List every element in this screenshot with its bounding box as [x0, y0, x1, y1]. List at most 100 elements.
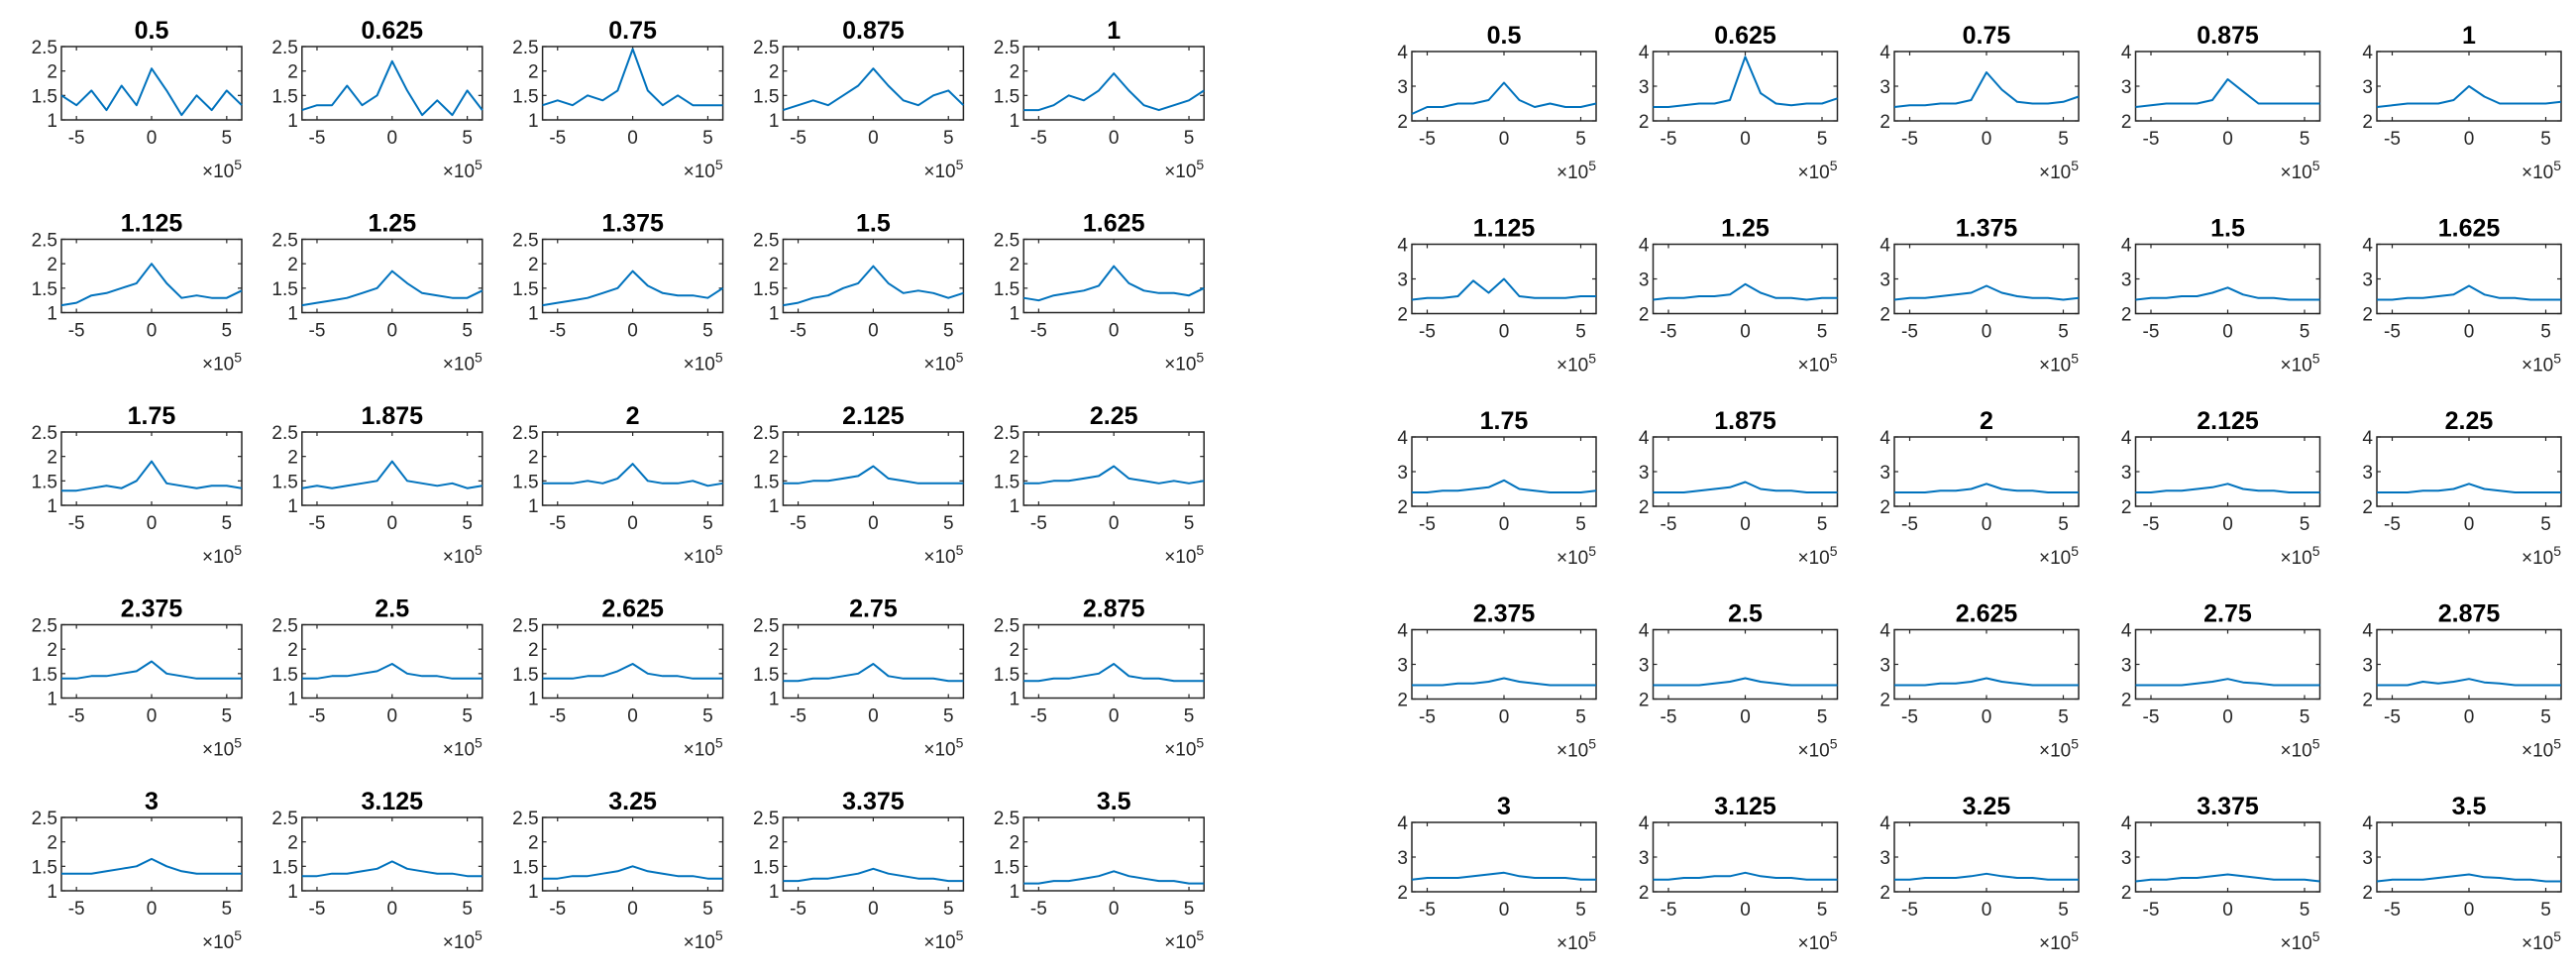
- y-tick-label: 2.5: [512, 38, 538, 58]
- x-tick-label: 0: [147, 321, 158, 342]
- y-tick-label: 1: [287, 496, 298, 517]
- y-tick-label: 4: [1397, 236, 1408, 257]
- series-line: [2376, 873, 2561, 883]
- y-tick-label: 1.5: [512, 86, 538, 107]
- x-tick-label: 5: [702, 706, 713, 727]
- y-tick-label: 2: [1397, 305, 1408, 326]
- series-line: [2377, 678, 2561, 687]
- y-tick-label: 4: [2362, 621, 2373, 642]
- y-tick-label: 2: [1879, 497, 1890, 518]
- x-tick-label: 0: [868, 321, 879, 342]
- y-tick-label: 2: [1010, 255, 1020, 275]
- y-tick-label: 2.5: [271, 809, 297, 829]
- y-tick-label: 2: [47, 640, 57, 661]
- x-tick-label: 0: [1740, 900, 1751, 920]
- y-tick-label: 1: [287, 882, 298, 903]
- axes-box: [1893, 243, 2080, 315]
- x-tick-label: 5: [2540, 322, 2551, 343]
- x-tick-label: 0: [2222, 322, 2233, 343]
- y-tick-label: 1.5: [753, 86, 779, 107]
- y-tick-label: 1.5: [512, 472, 538, 492]
- series-line: [1653, 282, 1838, 301]
- x-tick-label: 0: [2464, 129, 2475, 150]
- axes-box: [1411, 51, 1597, 122]
- y-tick-label: 2: [2121, 305, 2132, 326]
- x-tick-label: -5: [549, 128, 566, 149]
- y-tick-label: 3: [1639, 270, 1650, 291]
- y-tick-label: 1: [287, 111, 298, 132]
- subplot-title: 2.625: [1956, 600, 2018, 628]
- series-line: [783, 265, 964, 307]
- y-tick-label: 3: [2121, 270, 2132, 291]
- x-tick-label: -5: [68, 706, 85, 727]
- x-tick-label: 5: [1817, 514, 1828, 535]
- y-tick-label: 1.5: [32, 472, 57, 492]
- x-tick-label: 0: [2222, 129, 2233, 150]
- x-tick-label: 5: [2540, 900, 2551, 920]
- axes-box: [782, 431, 965, 506]
- x-tick-label: -5: [1419, 129, 1436, 150]
- subplot-title: 1.875: [1714, 407, 1776, 435]
- axes-box: [60, 816, 243, 892]
- x-tick-label: 5: [2058, 707, 2069, 728]
- x-tick-label: -5: [1901, 707, 1918, 728]
- series-line: [2135, 78, 2320, 108]
- x-tick-label: -5: [2143, 322, 2160, 343]
- y-tick-label: 3: [2121, 848, 2132, 869]
- x-tick-label: -5: [68, 128, 85, 149]
- y-tick-label: 2: [769, 255, 780, 275]
- y-tick-label: 2: [287, 62, 298, 83]
- axes-box: [301, 623, 483, 700]
- y-tick-label: 1.5: [753, 665, 779, 686]
- subplot-title: 1.375: [601, 210, 664, 238]
- x-tick-label: -5: [2384, 900, 2401, 920]
- axes-box: [782, 46, 965, 121]
- x-tick-label: 0: [868, 128, 879, 149]
- y-tick-label: 2.5: [32, 423, 57, 444]
- x-tick-label: -5: [1661, 322, 1677, 343]
- x-tick-label: 0: [1982, 707, 1992, 728]
- y-tick-label: 2.5: [994, 616, 1020, 637]
- x-tick-label: -5: [790, 899, 806, 919]
- x-tick-label: 0: [1740, 129, 1751, 150]
- x-tick-label: 0: [1109, 321, 1120, 342]
- y-tick-label: 2: [1010, 448, 1020, 469]
- y-tick-label: 4: [1397, 428, 1408, 449]
- x-tick-label: -5: [790, 706, 806, 727]
- series-line: [2135, 678, 2320, 687]
- y-tick-label: 1.5: [512, 279, 538, 300]
- y-tick-label: 2: [287, 255, 298, 275]
- subplot-title: 2.5: [375, 595, 409, 623]
- subplot-left-5: 1-5 0 511.522.5×105: [994, 17, 1205, 182]
- x-tick-label: 5: [1184, 513, 1195, 534]
- x-tick-label: 5: [943, 706, 954, 727]
- y-tick-label: 4: [1879, 813, 1890, 834]
- y-tick-label: 2.5: [271, 616, 297, 637]
- subplot-left-7: 1.25-5 0 511.522.5×105: [271, 210, 483, 376]
- x-tick-label: 5: [222, 899, 233, 919]
- subplot-title: 0.875: [2197, 22, 2259, 50]
- axes-box: [1652, 821, 1839, 893]
- y-tick-label: 1: [1010, 496, 1020, 517]
- x-tick-label: 0: [2222, 514, 2233, 535]
- y-tick-label: 2: [1010, 62, 1020, 83]
- y-tick-label: 2: [769, 833, 780, 854]
- y-tick-label: 1.5: [994, 472, 1020, 492]
- y-tick-label: 1.5: [271, 665, 297, 686]
- x-tick-label: 0: [147, 899, 158, 919]
- x-tick-label: -5: [1661, 129, 1677, 150]
- subplot-title: 1.75: [128, 402, 176, 430]
- x-tick-label: -5: [2143, 707, 2160, 728]
- y-tick-label: 3: [1879, 848, 1890, 869]
- subplot-title: 3.5: [1097, 788, 1131, 815]
- y-tick-label: 3: [1879, 77, 1890, 98]
- left-figure-grid: 0.5 -5 0 5 1 1.5 2 2.5 ×105 0.625 -5 0 5 1 1.5 2 2.5 ×105…: [32, 17, 1205, 953]
- subplot-title: 1.375: [1956, 215, 2018, 243]
- y-tick-label: 2.5: [753, 423, 779, 444]
- subplot-left-13: 2-5 0 511.522.5×105: [512, 402, 724, 568]
- series-line: [783, 867, 964, 883]
